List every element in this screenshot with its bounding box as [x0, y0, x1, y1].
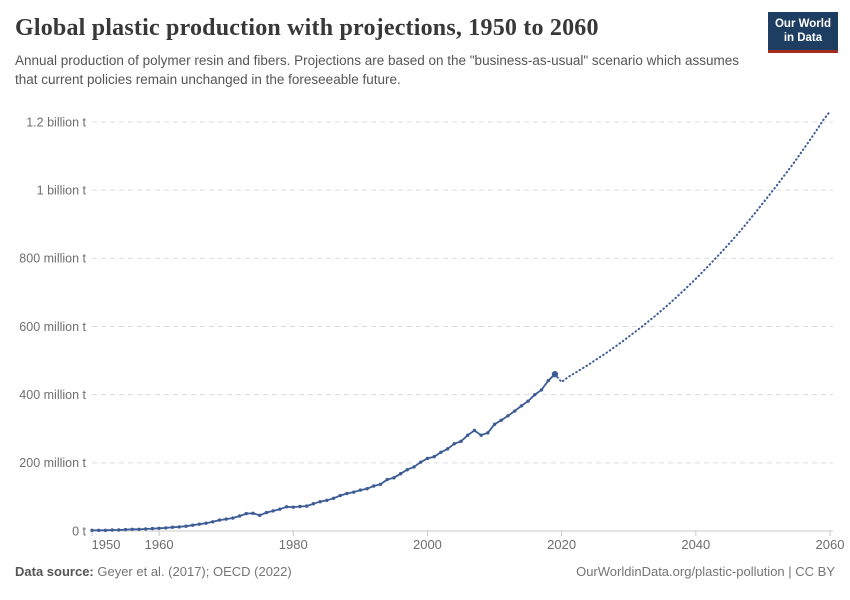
data-point-marker: [425, 456, 430, 461]
data-point-marker: [398, 472, 403, 476]
chart-title: Global plastic production with projectio…: [15, 15, 599, 41]
data-point-marker: [123, 527, 128, 532]
data-point-marker: [251, 511, 255, 515]
chart-subtitle: Annual production of polymer resin and f…: [15, 52, 739, 88]
data-point-marker: [157, 526, 161, 530]
data-point-marker: [298, 504, 302, 509]
data-point-marker: [331, 496, 336, 500]
data-point-marker: [177, 525, 181, 529]
y-axis-tick-label: 1 billion t: [37, 184, 87, 198]
x-axis-tick-label: 2060: [816, 537, 845, 552]
data-point-marker: [405, 467, 410, 472]
data-point-marker: [512, 409, 517, 413]
x-axis-tick-label: 1980: [279, 537, 308, 552]
data-point-marker: [472, 428, 477, 433]
data-point-marker: [526, 399, 530, 403]
owid-citation-link[interactable]: OurWorldinData.org/plastic-pollution | C…: [576, 564, 835, 579]
data-point-marker: [385, 477, 389, 482]
x-axis-tick-label: 1950: [92, 537, 121, 552]
data-point-marker: [204, 521, 208, 525]
data-point-marker: [459, 439, 463, 444]
data-point-marker: [351, 490, 356, 494]
data-point-marker: [304, 504, 309, 508]
data-point-marker: [492, 422, 497, 427]
data-point-marker: [392, 476, 396, 480]
data-point-marker: [338, 493, 342, 498]
chart-footer: Data source: Geyer et al. (2017); OECD (…: [0, 564, 850, 579]
owid-logo-line2: in Data: [783, 32, 823, 45]
data-point-marker: [291, 505, 295, 509]
y-axis-tick-label: 0 t: [72, 524, 86, 538]
data-source-label: Data source:: [15, 564, 94, 579]
data-point-marker: [439, 450, 443, 454]
y-axis-tick-label: 200 million t: [19, 456, 86, 470]
x-axis-tick-label: 2020: [547, 537, 576, 552]
data-point-marker: [278, 507, 282, 511]
data-point-marker: [143, 527, 148, 531]
data-point-marker: [546, 378, 550, 383]
data-point-marker: [445, 447, 450, 451]
data-point-marker: [231, 516, 235, 520]
owid-logo-line1: Our World: [774, 18, 831, 30]
y-axis-tick-label: 400 million t: [19, 388, 86, 402]
data-point-marker: [117, 528, 121, 532]
y-axis-tick-label: 800 million t: [19, 252, 86, 266]
data-point-marker: [103, 528, 108, 533]
data-point-marker: [97, 528, 101, 533]
data-point-marker: [170, 525, 175, 529]
data-point-marker: [533, 392, 537, 397]
data-point-marker: [110, 528, 114, 532]
y-axis-tick-label: 600 million t: [19, 320, 86, 334]
y-axis-tick-label: 1.2 billion t: [26, 115, 86, 129]
data-point-marker: [419, 460, 423, 464]
data-point-marker: [211, 520, 215, 524]
data-point-marker: [479, 433, 483, 437]
data-source-text: Geyer et al. (2017); OECD (2022): [93, 564, 292, 579]
data-point-marker: [412, 465, 416, 469]
data-point-marker: [197, 522, 202, 526]
data-point-marker: [358, 488, 363, 492]
data-point-marker: [184, 524, 188, 528]
x-axis-tick-label: 2000: [413, 537, 442, 552]
data-point-marker: [130, 527, 134, 531]
data-point-marker: [217, 518, 222, 522]
data-point-marker: [432, 454, 436, 459]
x-axis-tick-label: 1960: [145, 537, 174, 552]
data-point-marker: [452, 442, 456, 446]
data-point-marker: [150, 526, 155, 531]
data-point-marker: [318, 499, 322, 504]
data-point-marker: [519, 404, 524, 408]
historical-line[interactable]: [92, 373, 556, 532]
data-point-marker: [271, 509, 275, 513]
data-point-marker: [264, 510, 269, 515]
data-point-marker: [137, 527, 141, 531]
data-point-marker: [372, 484, 376, 488]
data-point-marker: [365, 487, 369, 491]
data-point-marker: [284, 505, 289, 509]
x-axis-tick-label: 2040: [681, 537, 710, 552]
data-point-marker: [506, 414, 510, 418]
data-point-marker: [499, 418, 503, 422]
data-point-marker: [244, 511, 249, 516]
last-value-marker: [551, 371, 559, 378]
data-point-marker: [486, 431, 490, 435]
owid-logo[interactable]: Our World in Data: [767, 12, 838, 53]
data-source: Data source: Geyer et al. (2017); OECD (…: [15, 564, 292, 579]
data-point-marker: [237, 514, 242, 518]
chart-header: Global plastic production with projectio…: [0, 0, 850, 90]
data-point-marker: [311, 502, 316, 506]
data-point-marker: [539, 388, 544, 392]
data-point-marker: [224, 517, 228, 521]
data-point-marker: [190, 523, 195, 527]
projection-line[interactable]: [553, 110, 831, 384]
data-point-marker: [258, 513, 262, 518]
data-point-marker: [164, 526, 168, 530]
data-point-marker: [466, 433, 470, 437]
data-point-marker: [378, 482, 383, 487]
data-point-marker: [345, 491, 349, 496]
data-point-marker: [325, 498, 329, 503]
data-point-marker: [90, 528, 94, 533]
